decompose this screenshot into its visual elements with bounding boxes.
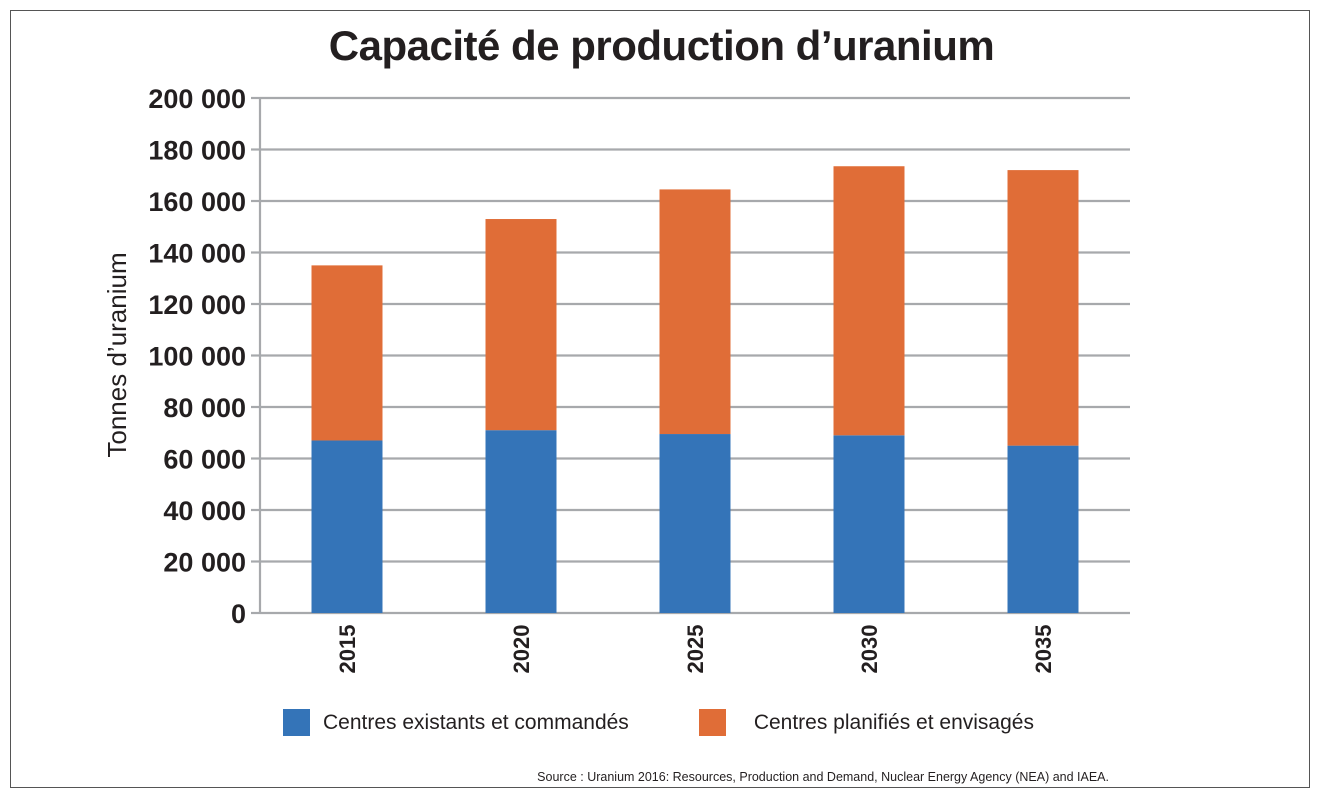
y-tick-label: 140 000 [148,239,246,269]
legend-label-existing: Centres existants et commandés [323,710,629,734]
legend: Centres existants et commandés Centres p… [283,709,1034,736]
y-tick-label: 80 000 [163,393,246,423]
bar-existing-2025 [659,434,731,613]
bars [311,166,1079,613]
bar-planned-2030 [833,166,905,436]
chart-frame [10,10,1310,788]
y-axis-label: Tonnes d’uranium [102,252,132,457]
axes: 0 20 000 40 000 60 000 80 000 100 000 120 000 1… [148,84,1056,673]
legend-item-existing: Centres existants et commandés [283,709,629,736]
bar-existing-2020 [485,430,557,613]
chart-title: Capacité de production d’uranium [328,22,995,69]
y-tick-label: 100 000 [148,342,246,372]
bar-existing-2035 [1007,445,1079,613]
bar-existing-2015 [311,440,383,613]
x-tick-label: 2030 [857,625,882,674]
y-tick-label: 200 000 [148,84,246,114]
y-tick-label: 20 000 [163,548,246,578]
bar-planned-2020 [485,219,557,431]
y-tick-label: 0 [231,599,246,629]
y-tick-label: 40 000 [163,496,246,526]
x-tick-label: 2015 [335,625,360,674]
source-note: Source : Uranium 2016: Resources, Produc… [537,770,1109,784]
legend-swatch-existing [283,709,310,736]
y-tick-label: 160 000 [148,187,246,217]
y-tick-label: 120 000 [148,290,246,320]
bar-existing-2030 [833,435,905,613]
bar-planned-2025 [659,189,731,435]
legend-swatch-planned [698,709,726,736]
y-tick-label: 180 000 [148,136,246,166]
bar-planned-2015 [311,265,383,441]
x-tick-label: 2020 [509,625,534,674]
x-tick-label: 2035 [1031,625,1056,674]
y-tick-label: 60 000 [163,445,246,475]
x-tick-label: 2025 [683,625,708,674]
bar-planned-2035 [1007,170,1079,446]
legend-item-planned: Centres planifiés et envisagés [698,709,1034,736]
legend-label-planned: Centres planifiés et envisagés [753,710,1034,734]
